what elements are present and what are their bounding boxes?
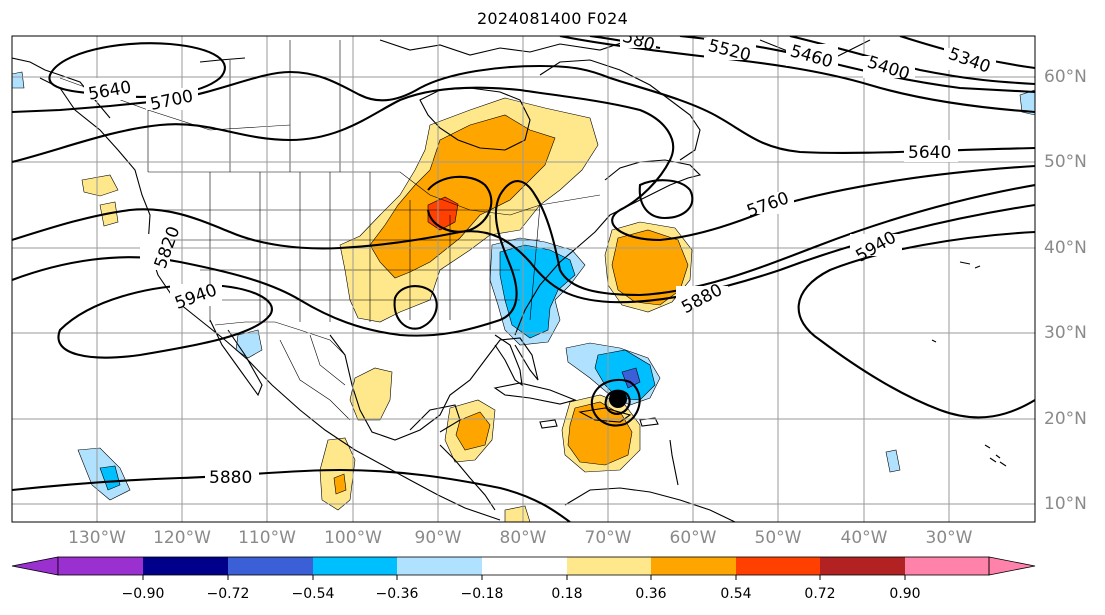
colorbar-tick-label: 0.18 [551,586,583,602]
lat-tick-label: 20°N [1044,409,1087,429]
lat-gridlines [12,76,1035,505]
canada-provinces [59,40,341,172]
gulf-of-mexico-coast [329,334,539,441]
colorbar-tick-marks [142,575,906,580]
contour-gulf-low [393,285,438,330]
colorbar-segment [313,557,397,575]
contour-5760 [12,86,1035,242]
colorbar-tick-label: 0.90 [889,586,921,602]
lon-tick-label: 110°W [238,528,296,548]
gridlines [12,36,1035,522]
lat-tick-label: 10°N [1044,494,1087,514]
contour-5940-west [57,283,273,359]
contour-caribbean-low [590,378,641,427]
central-america [439,444,496,511]
colorbar-segment [482,557,567,575]
contour-greatlakes-low [426,175,493,233]
fill-great-lakes-orange [369,114,556,279]
map-frame [11,35,1036,523]
colorbar-segment [651,557,736,575]
lon-tick-label: 70°W [584,528,632,548]
contour-5820 [12,203,1035,304]
yucatan [409,404,461,433]
colorbar-segment [567,557,651,575]
colorbar-segment [905,557,989,575]
figure-title: 2024081400 F024 [476,9,629,28]
fill-centralam-orange [455,411,491,451]
contour-atlantic-low [638,179,694,220]
colorbar-tick-label: 0.72 [804,586,836,602]
anomaly-fills [12,71,1035,522]
east-coast [514,159,702,336]
lesser-antilles [669,439,679,486]
colorbar-segment [397,557,482,575]
lon-tick-label: 120°W [153,528,211,548]
lat-tick-label: 50°N [1044,152,1087,172]
fill-atlantic-lightblue-small [885,449,901,473]
colorbar-tick-label: −0.18 [460,586,504,602]
jamaica [539,419,558,429]
contour-label: 5640 [908,143,951,163]
colorbar-tick-label: −0.36 [375,586,419,602]
fill-bottom-yellow [504,505,531,522]
fill-great-lakes-red [427,196,459,231]
lon-tick-label: 30°W [925,528,973,548]
fill-caribbean-royalblue [621,367,641,389]
contour-label: 5880 [209,468,252,488]
lat-tick-label: 30°N [1044,323,1087,343]
political-borders [59,40,601,421]
florida [494,334,523,387]
lon-tick-label: 50°W [754,528,802,548]
fill-caribbean-orange [567,401,633,466]
colorbar-extend-high [988,556,1036,576]
colorbar-tick-label: −0.54 [291,586,335,602]
contour-5880 [12,180,1035,337]
colorbar-tick-label: −0.72 [206,586,250,602]
baja-peninsula [209,319,263,397]
lon-tick-label: 40°W [840,528,888,548]
lon-tick-label: 100°W [324,528,382,548]
mexico-states [279,334,351,421]
colorbar-segment [58,557,143,575]
colorbar-segment [143,557,228,575]
colorbar-frame [57,556,990,576]
colorbar-tick-label: 0.54 [720,586,752,602]
cape-verde [984,444,1001,459]
aleutians [199,57,246,63]
colorbar-tick-label: −0.90 [121,586,165,602]
us-mexico-border [214,321,346,356]
fill-mexico-yellow-2 [319,437,356,511]
south-america-north [564,487,736,522]
colorbar-segment [820,557,905,575]
atlantic-islands [959,261,1007,467]
fill-arctic-lightblue [12,71,25,89]
colorbar-extend-low [11,556,59,576]
fill-mexico-orange-2 [333,473,347,495]
lat-tick-label: 60°N [1044,67,1087,87]
colorbar [11,556,1036,580]
contour-5940-east [797,230,1035,419]
fill-pacific-yellow-1 [81,174,119,197]
cuba [493,382,577,405]
colorbar-tick-label: 0.36 [635,586,667,602]
contour-5880-south [12,468,571,522]
lon-tick-label: 80°W [499,528,547,548]
contour-5700 [12,64,611,114]
lon-tick-label: 60°W [669,528,717,548]
bermuda-area [931,339,937,343]
lon-tick-label: 90°W [414,528,462,548]
lon-tick-label: 130°W [68,528,126,548]
arctic-islands [379,39,631,56]
colorbar-segment [736,557,820,575]
lat-tick-label: 40°N [1044,238,1087,258]
storm-center-dot [609,390,627,408]
map-area: 5640 5700 5520 5460 5400 5340 5640 5760 … [12,36,1035,522]
fill-mexico-yellow-1 [349,367,393,421]
colorbar-segment [228,557,313,575]
lon-gridlines [96,36,950,522]
